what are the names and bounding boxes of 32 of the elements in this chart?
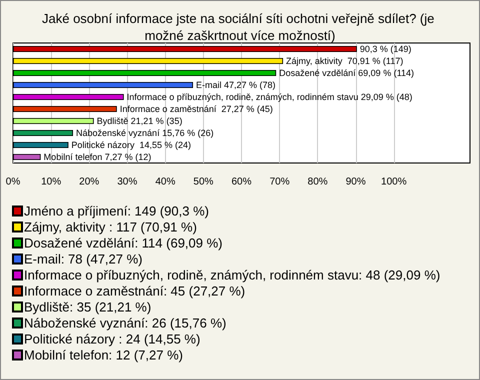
x-tick-label: 30% xyxy=(117,176,138,188)
x-tick-label: 90% xyxy=(346,176,366,188)
legend-label: Zájmy, aktivity : 117 (70,91 %) xyxy=(24,220,197,234)
x-tick-label: 20% xyxy=(79,176,100,188)
legend-label: Dosažené vzdělání: 114 (69,09 %) xyxy=(24,236,222,250)
data-label: 90,3 % (149) xyxy=(360,44,412,54)
legend-label: Bydliště: 35 (21,21 %) xyxy=(24,300,152,314)
data-label: Dosažené vzdělání 69,09 % (114) xyxy=(279,68,414,78)
data-label: Zájmy, aktivity 70,91 % (117) xyxy=(286,56,404,66)
data-label: E-mail 47,27 % (78) xyxy=(196,80,276,90)
legend-label: Informace o zaměstnání: 45 (27,27 %) xyxy=(24,284,246,298)
x-tick-label: 60% xyxy=(231,176,252,188)
x-tick-label: 10% xyxy=(41,176,62,188)
x-tick-label: 70% xyxy=(270,176,290,188)
data-label: Mobilní telefon 7,27 % (12) xyxy=(44,152,152,162)
legend-label: Politické názory : 24 (14,55 %) xyxy=(24,332,200,346)
x-tick-label: 40% xyxy=(155,176,176,188)
data-label: Informace o zaměstnání 27,27 % (45) xyxy=(120,104,273,114)
x-tick-label: 0% xyxy=(6,176,20,188)
data-label: Informace o příbuzných, rodině, známých, rodinném stavu 29,09 % (48) xyxy=(126,92,412,102)
legend-label: Jméno a příjimení: 149 (90,3 %) xyxy=(24,204,209,218)
data-label: Náboženské vyznání 15,76 % (26) xyxy=(76,128,214,138)
legend-label: Informace o příbuzných, rodině, známých, rodinném stavu: 48 (29,09 %) xyxy=(24,268,440,282)
legend-label: E-mail: 78 (47,27 %) xyxy=(24,252,142,266)
chart-title: Jaké osobní informace jste na sociální síti ochotni veřejně sdílet? (je možné zaškrtnout více možností) xyxy=(42,11,438,43)
legend-label: Mobilní telefon: 12 (7,27 %) xyxy=(24,348,183,362)
data-label: Bydliště 21,21 % (35) xyxy=(96,116,182,126)
x-tick-label: 50% xyxy=(193,176,214,188)
x-tick-label: 100% xyxy=(381,176,407,188)
legend-label: Náboženské vyznání: 26 (15,76 %) xyxy=(24,316,226,330)
data-label: Politické názory 14,55 % (24) xyxy=(71,140,191,150)
x-tick-label: 80% xyxy=(308,176,328,188)
